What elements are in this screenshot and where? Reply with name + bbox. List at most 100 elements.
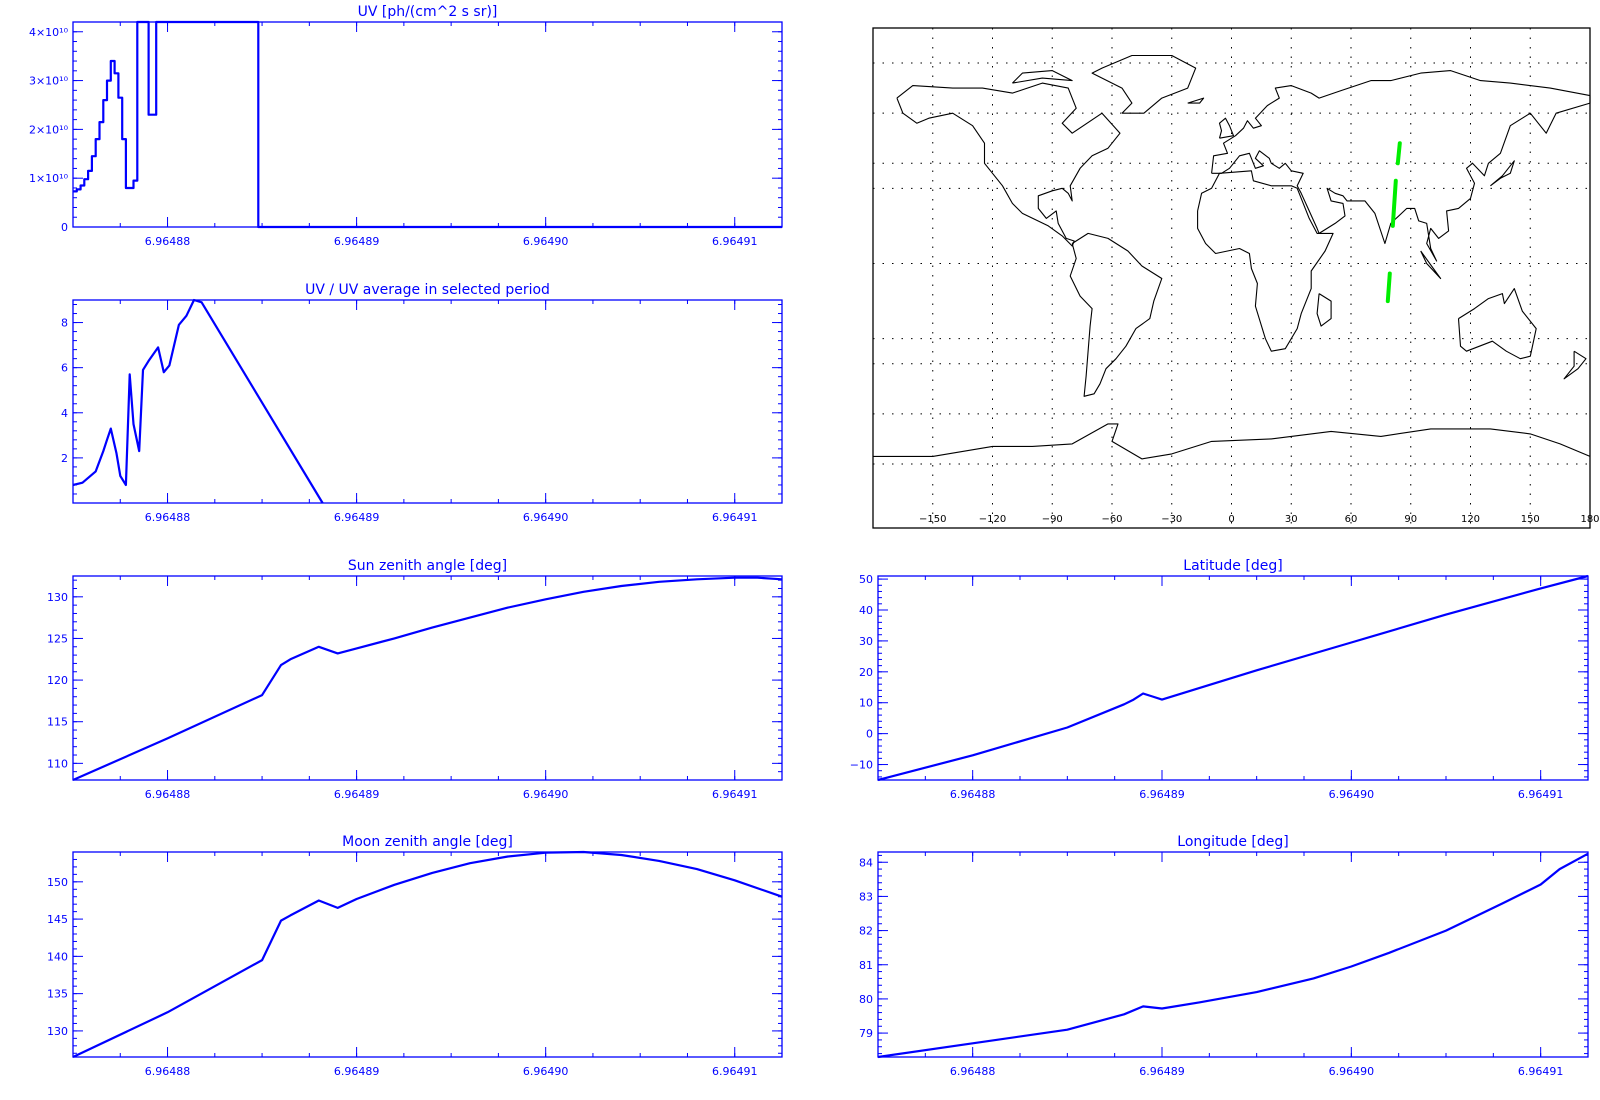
x-tick-label: 6.96490	[1329, 1065, 1375, 1078]
plot-latitude: Latitude [deg] 6.96488 6.96489 6.96490 6.964…	[850, 558, 1589, 801]
map-grid	[873, 28, 1590, 528]
data-line	[877, 852, 1589, 1059]
x-tick-label: 6.96489	[334, 511, 380, 524]
data-line	[72, 298, 324, 504]
coastline	[1316, 293, 1332, 327]
coastline	[873, 423, 1591, 460]
y-tick-label: 6	[61, 362, 68, 375]
track-segment	[1385, 271, 1392, 304]
y-tick-label: 130	[47, 1025, 68, 1038]
x-tick-label: 6.96491	[712, 1065, 758, 1078]
map-lon-label: 150	[1521, 514, 1540, 525]
plot-frame	[72, 575, 783, 781]
x-tick-label: 6.96490	[523, 511, 569, 524]
y-tick-label: 83	[859, 890, 873, 903]
y-tick-label: 80	[859, 993, 873, 1006]
y-tick-label: 140	[47, 950, 68, 963]
x-tick-label: 6.96488	[145, 511, 191, 524]
coastline	[1069, 232, 1163, 397]
x-tick-label: 6.96490	[523, 1065, 569, 1078]
plot-frame	[72, 851, 783, 1058]
map-coastlines	[873, 54, 1591, 460]
y-tick-label: 2	[61, 452, 68, 465]
map-lon-label: −120	[979, 514, 1006, 525]
y-tick-label: 110	[47, 757, 68, 770]
map-lon-label: 0	[1228, 514, 1234, 525]
coastline	[1490, 160, 1515, 187]
y-tick-label: 8	[61, 317, 68, 330]
y-tick-label: 115	[47, 716, 68, 729]
y-tick-label: 40	[859, 604, 873, 617]
coastline	[1457, 288, 1537, 360]
map-lon-label: −150	[919, 514, 946, 525]
plot-panels: UV [ph/(cm^2 s sr)] 6.96488 6.96489 6.96490…	[29, 4, 1589, 1078]
x-tick-label: 6.96491	[712, 235, 758, 248]
track-segment	[1395, 141, 1402, 166]
world-map-panel: −150 −120 −90 −60 −30 0 30 60 90 120 150 180	[872, 27, 1600, 529]
x-tick-label: 6.96488	[950, 1065, 996, 1078]
map-lon-label: 90	[1404, 514, 1417, 525]
plot-moon-zenith: Moon zenith angle [deg] 6.96488 6.96489 6.9…	[47, 834, 783, 1078]
data-line	[877, 574, 1589, 782]
x-tick-label: 6.96491	[712, 788, 758, 801]
x-tick-label: 6.96491	[1518, 1065, 1564, 1078]
coastline	[1218, 117, 1235, 139]
coastline	[1187, 97, 1205, 104]
y-tick-label: 4×10¹⁰	[29, 26, 69, 39]
map-lon-label: 30	[1285, 514, 1298, 525]
y-tick-label: 0	[61, 221, 68, 234]
coastline	[896, 82, 1121, 247]
x-tick-label: 6.96488	[145, 1065, 191, 1078]
y-tick-label: 125	[47, 632, 68, 645]
map-lon-label: 180	[1580, 514, 1599, 525]
y-tick-label: 130	[47, 591, 68, 604]
y-tick-label: 20	[859, 666, 873, 679]
y-tick-label: 30	[859, 635, 873, 648]
plot-title: Moon zenith angle [deg]	[342, 834, 513, 850]
plot-frame	[72, 299, 783, 504]
plot-title: UV / UV average in selected period	[305, 282, 550, 298]
coastline	[1563, 350, 1587, 380]
x-tick-label: 6.96489	[334, 1065, 380, 1078]
map-frame	[872, 27, 1591, 529]
y-tick-label: 84	[859, 856, 873, 869]
x-tick-label: 6.96488	[145, 788, 191, 801]
data-line	[73, 20, 782, 229]
x-tick-label: 6.96491	[712, 511, 758, 524]
y-tick-label: 50	[859, 573, 873, 586]
x-tick-label: 6.96491	[1518, 788, 1564, 801]
y-tick-label: 0	[866, 728, 873, 741]
y-tick-label: 1×10¹⁰	[29, 172, 69, 185]
x-tick-label: 6.96489	[1139, 788, 1185, 801]
x-tick-label: 6.96490	[523, 235, 569, 248]
x-tick-label: 6.96490	[1329, 788, 1375, 801]
plot-title: UV [ph/(cm^2 s sr)]	[358, 4, 498, 20]
plot-frame	[72, 21, 783, 228]
map-lon-label: −30	[1161, 514, 1182, 525]
y-tick-label: 150	[47, 876, 68, 889]
coastline	[1420, 250, 1442, 280]
track-segment	[1390, 178, 1398, 228]
plot-frame	[877, 851, 1589, 1058]
coastline	[1211, 70, 1591, 262]
plot-title: Sun zenith angle [deg]	[348, 558, 507, 574]
coastline	[1197, 170, 1334, 352]
y-tick-label: 120	[47, 674, 68, 687]
y-tick-label: 135	[47, 988, 68, 1001]
data-line	[72, 576, 783, 782]
plot-uv-ratio: UV / UV average in selected period 6.9648…	[61, 282, 783, 524]
x-tick-label: 6.96490	[523, 788, 569, 801]
plot-uv: UV [ph/(cm^2 s sr)] 6.96488 6.96489 6.96490…	[29, 4, 783, 248]
plot-title: Longitude [deg]	[1177, 834, 1288, 850]
map-lon-label: 60	[1345, 514, 1358, 525]
map-lon-label: 120	[1461, 514, 1480, 525]
x-tick-label: 6.96489	[1139, 1065, 1185, 1078]
x-tick-label: 6.96488	[145, 235, 191, 248]
x-tick-label: 6.96488	[950, 788, 996, 801]
x-tick-label: 6.96489	[334, 235, 380, 248]
plot-sun-zenith: Sun zenith angle [deg] 6.96488 6.96489 6.96…	[47, 558, 783, 801]
plot-title: Latitude [deg]	[1183, 558, 1282, 574]
y-tick-label: 82	[859, 925, 873, 938]
map-lon-label: −60	[1101, 514, 1122, 525]
